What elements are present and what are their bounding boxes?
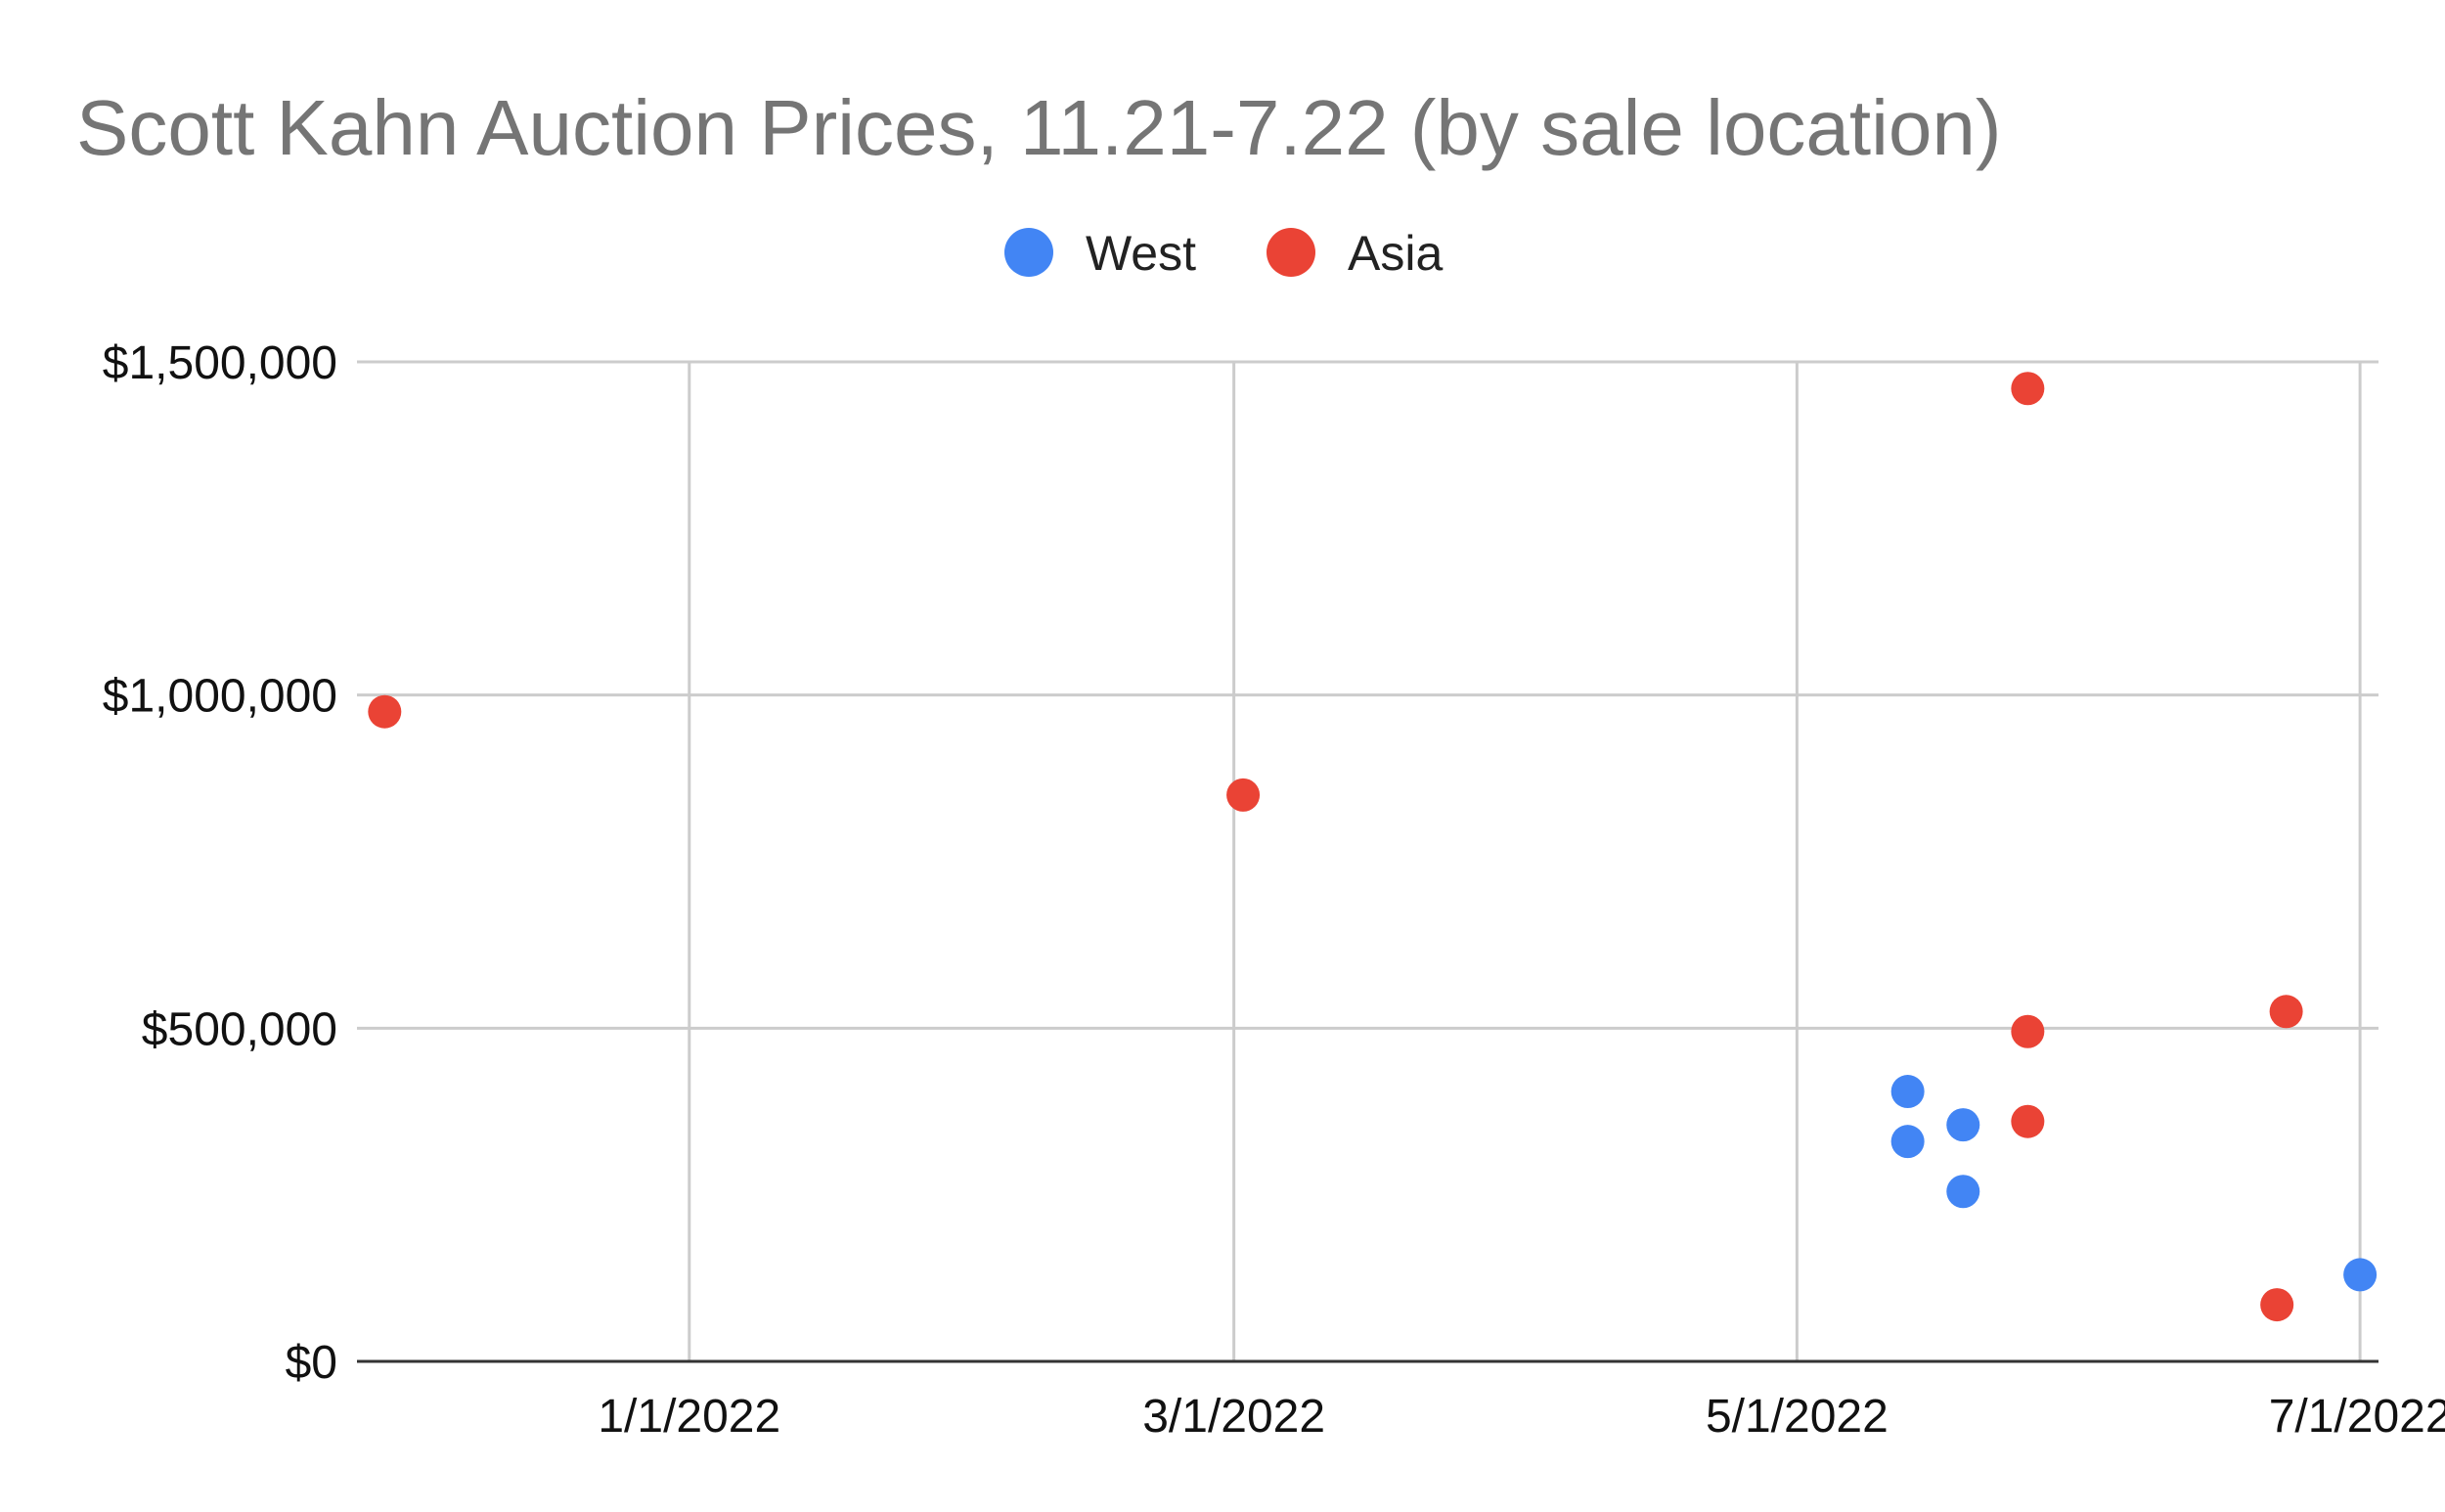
- point-asia-4: [2011, 1104, 2045, 1138]
- legend-marker-west: [1004, 228, 1053, 277]
- data-points: [368, 372, 2378, 1322]
- x-tick-label: 7/1/2022: [2269, 1391, 2445, 1443]
- point-asia-5: [2269, 995, 2303, 1029]
- point-west-2: [1946, 1108, 1980, 1142]
- point-west-4: [2343, 1258, 2378, 1292]
- point-asia-3: [2011, 1014, 2045, 1048]
- legend-label-west: West: [1086, 226, 1196, 281]
- point-asia-6: [2260, 1288, 2294, 1322]
- point-asia-1: [1226, 778, 1261, 812]
- legend-label-asia: Asia: [1348, 226, 1443, 281]
- point-west-1: [1890, 1125, 1925, 1159]
- y-tick-label: $0: [286, 1337, 337, 1389]
- legend: West Asia: [1004, 226, 1443, 281]
- point-west-3: [1946, 1175, 1980, 1209]
- y-tick-label: $1,000,000: [103, 671, 337, 723]
- chart-title: Scott Kahn Auction Prices, 11.21-7.22 (b…: [76, 84, 2002, 171]
- axes: $0 $500,000 $1,000,000 $1,500,000 1/1/2022 3/…: [103, 337, 2445, 1443]
- x-tick-label: 1/1/2022: [598, 1391, 780, 1443]
- point-west-0: [1890, 1075, 1925, 1109]
- legend-marker-asia: [1267, 228, 1315, 277]
- y-tick-label: $1,500,000: [103, 337, 337, 389]
- x-tick-label: 5/1/2022: [1706, 1391, 1889, 1443]
- x-tick-label: 3/1/2022: [1142, 1391, 1325, 1443]
- point-asia-2: [2011, 372, 2045, 406]
- grid-lines: [357, 360, 2378, 1361]
- point-asia-0: [368, 694, 402, 729]
- y-tick-label: $500,000: [142, 1003, 337, 1055]
